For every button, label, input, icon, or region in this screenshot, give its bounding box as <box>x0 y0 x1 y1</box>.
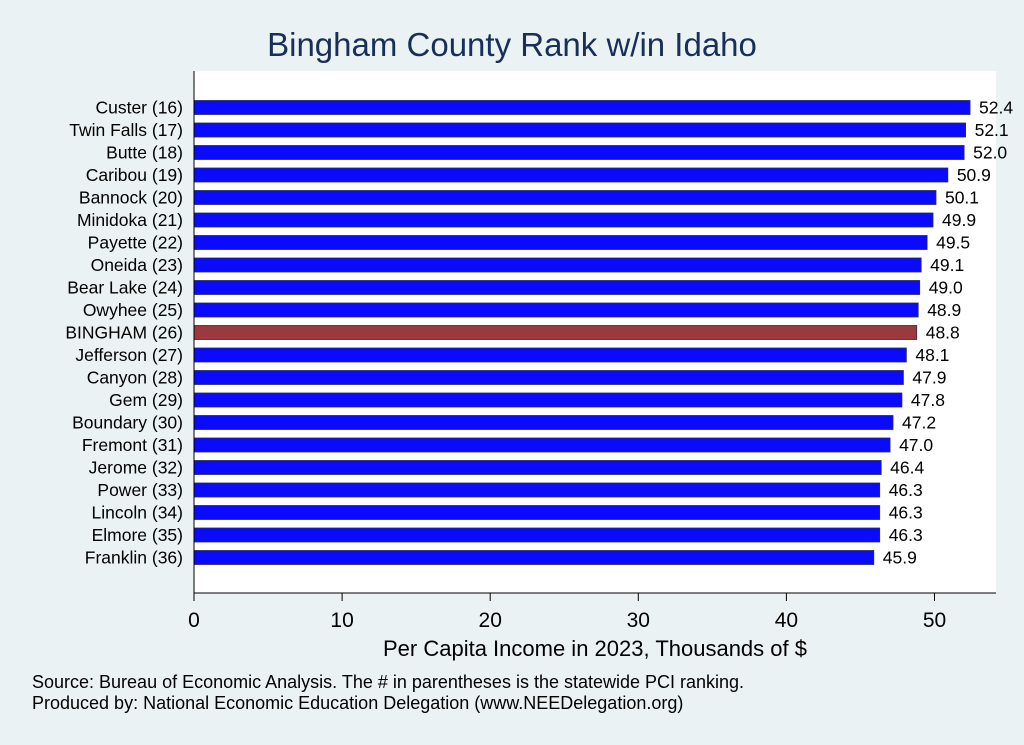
x-tick-label: 10 <box>330 609 353 632</box>
category-label: Bear Lake (24) <box>67 278 183 298</box>
category-label: Elmore (35) <box>92 525 183 545</box>
value-label: 50.9 <box>957 165 991 185</box>
value-labels: 52.452.1 52.050.9 50.149.9 49.549.1 49.048.9… <box>883 98 1014 568</box>
category-label: Jefferson (27) <box>75 345 183 365</box>
category-label: Jerome (32) <box>89 458 183 478</box>
bar <box>193 280 921 295</box>
value-label: 49.0 <box>929 278 963 298</box>
x-tick-label: 40 <box>775 609 798 632</box>
source-line: Source: Bureau of Economic Analysis. The… <box>32 672 745 692</box>
bar <box>193 190 937 205</box>
bar <box>193 302 919 318</box>
category-label: Canyon (28) <box>87 368 183 388</box>
value-label: 49.5 <box>936 233 970 253</box>
bar <box>193 235 928 250</box>
value-label: 49.1 <box>930 255 964 275</box>
bar <box>193 550 875 565</box>
x-axis-ticks: 0 10 20 30 40 50 <box>188 593 946 632</box>
bar-highlight <box>193 325 918 340</box>
category-label: Butte (18) <box>106 143 183 163</box>
value-label: 47.2 <box>902 413 936 433</box>
bar <box>193 257 922 273</box>
category-label: BINGHAM (26) <box>65 323 183 343</box>
category-label: Caribou (19) <box>86 165 183 185</box>
value-label: 47.9 <box>912 368 946 388</box>
value-label: 45.9 <box>883 548 917 568</box>
bar <box>193 482 881 498</box>
bars-layer <box>193 100 971 565</box>
value-label: 52.1 <box>975 120 1009 140</box>
chart-title: Bingham County Rank w/in Idaho <box>267 26 757 63</box>
bar <box>193 100 971 115</box>
bar <box>193 437 891 453</box>
value-label: 48.1 <box>915 345 949 365</box>
bar <box>193 167 949 183</box>
x-axis-title: Per Capita Income in 2023, Thousands of … <box>383 636 807 661</box>
value-label: 52.0 <box>973 143 1007 163</box>
bar <box>193 505 881 520</box>
category-label: Custer (16) <box>95 98 183 118</box>
x-tick-label: 50 <box>923 609 946 632</box>
value-label: 52.4 <box>979 98 1013 118</box>
value-label: 46.4 <box>890 458 924 478</box>
value-label: 46.3 <box>889 525 923 545</box>
x-tick-label: 0 <box>188 609 200 632</box>
bar <box>193 212 934 228</box>
bar <box>193 460 882 475</box>
value-label: 48.9 <box>927 300 961 320</box>
category-label: Lincoln (34) <box>92 503 183 523</box>
category-label: Twin Falls (17) <box>69 120 183 140</box>
bar <box>193 415 894 430</box>
value-label: 46.3 <box>889 480 923 500</box>
x-tick-label: 20 <box>479 609 502 632</box>
category-labels: Custer (16)Twin Falls (17) Butte (18)Cari… <box>65 98 183 568</box>
category-label: Oneida (23) <box>91 255 183 275</box>
category-label: Bannock (20) <box>79 188 183 208</box>
bar <box>193 370 904 385</box>
category-label: Franklin (36) <box>85 548 183 568</box>
source-note: Source: Bureau of Economic Analysis. The… <box>32 672 744 714</box>
produced-by-line: Produced by: National Economic Education… <box>32 693 684 713</box>
category-label: Minidoka (21) <box>77 210 183 230</box>
category-label: Gem (29) <box>109 390 183 410</box>
bar <box>193 527 881 543</box>
value-label: 50.1 <box>945 188 979 208</box>
bar <box>193 392 903 408</box>
bar <box>193 122 967 138</box>
category-label: Fremont (31) <box>82 435 183 455</box>
category-label: Boundary (30) <box>72 413 183 433</box>
value-label: 47.0 <box>899 435 933 455</box>
value-label: 46.3 <box>889 503 923 523</box>
x-tick-label: 30 <box>627 609 650 632</box>
category-label: Owyhee (25) <box>83 300 183 320</box>
bar <box>193 145 965 160</box>
category-label: Payette (22) <box>88 233 183 253</box>
value-label: 47.8 <box>911 390 945 410</box>
value-label: 49.9 <box>942 210 976 230</box>
bar <box>193 347 907 363</box>
value-label: 48.8 <box>926 323 960 343</box>
category-label: Power (33) <box>97 480 183 500</box>
